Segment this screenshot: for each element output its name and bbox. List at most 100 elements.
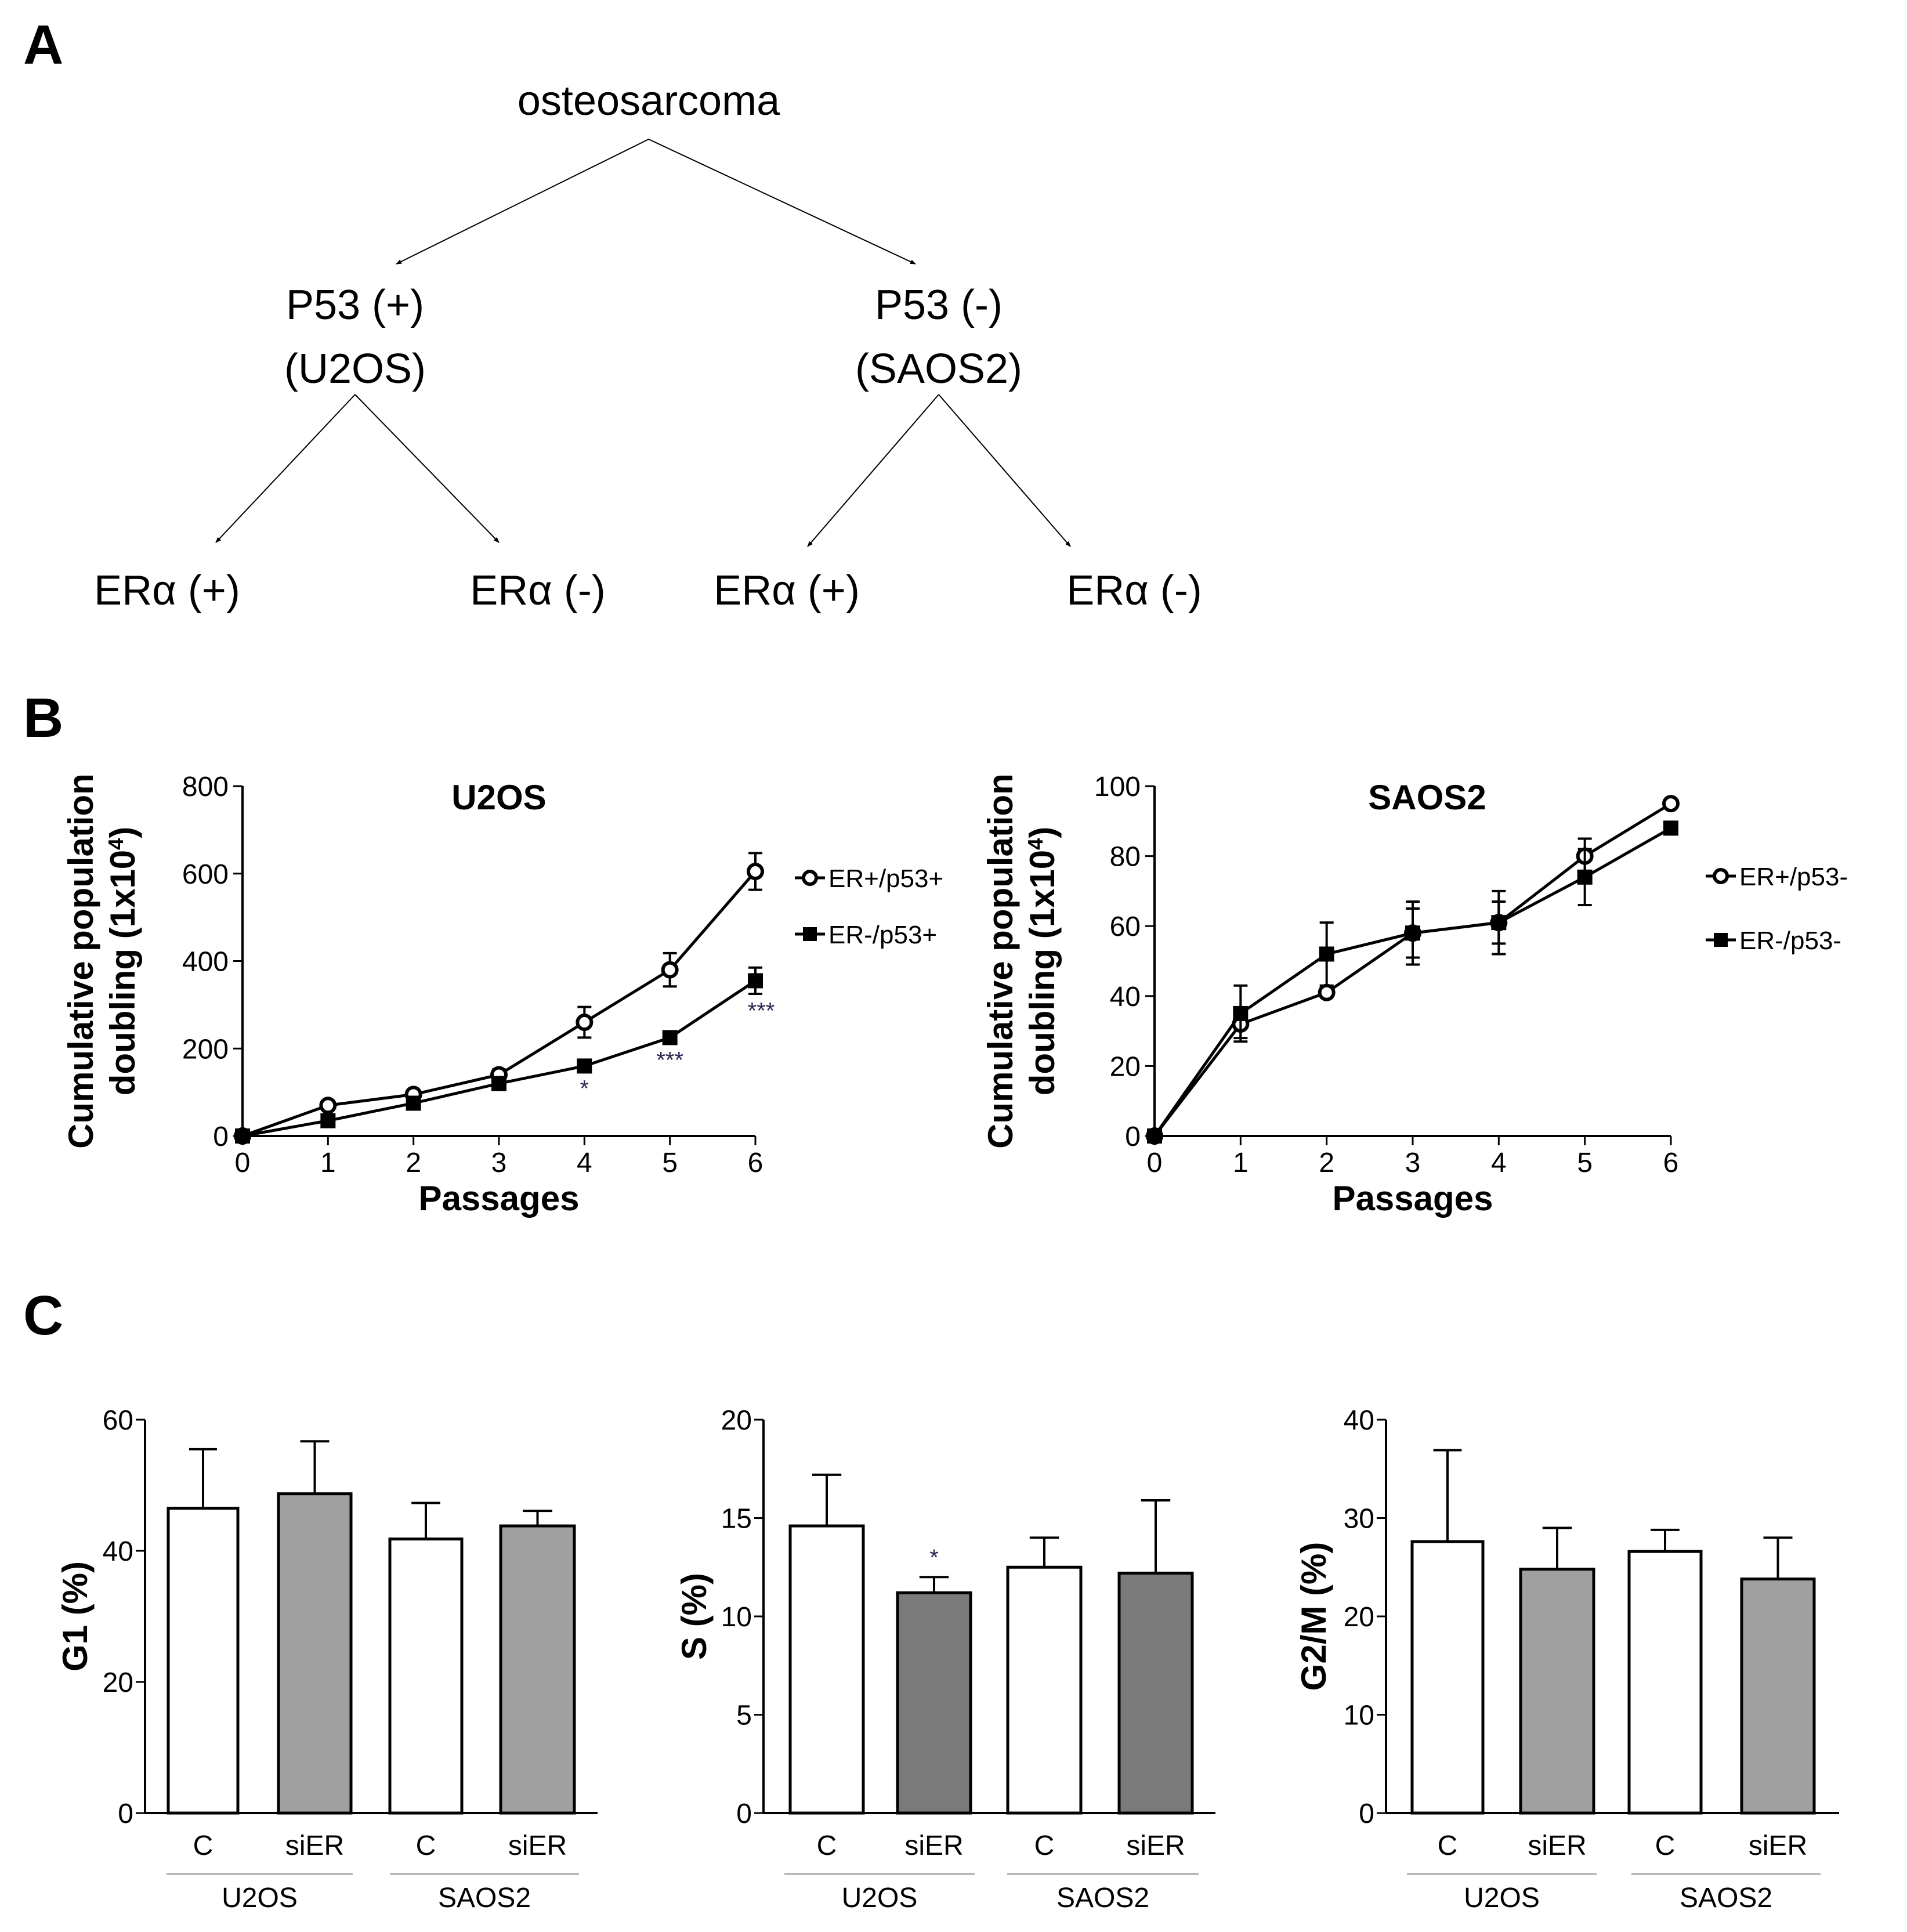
x-tick-label: 2 (406, 1148, 421, 1178)
data-point (1319, 946, 1334, 962)
y-tick-label: 100 (1094, 772, 1141, 802)
tree-leaf-2: ERα (-) (470, 567, 606, 614)
x-tick-label: 6 (748, 1148, 763, 1178)
tree-edge-right-b (938, 394, 1071, 547)
x-tick-label: 0 (235, 1148, 251, 1178)
y-tick-label: 60 (103, 1405, 133, 1436)
data-point (577, 1058, 592, 1074)
tree-diagram: osteosarcoma P53 (+) (U2OS) P53 (-) (SAO… (94, 78, 1202, 614)
category-label: siER (285, 1830, 344, 1861)
data-point (1491, 915, 1507, 931)
y-axis-label: G1 (%) (56, 1561, 95, 1671)
data-point (576, 1014, 594, 1032)
x-tick-label: 5 (1577, 1148, 1593, 1178)
y-tick-label: 30 (1344, 1504, 1374, 1535)
legend-marker (803, 927, 817, 941)
y-axis-label-close: ) (103, 827, 142, 838)
y-tick-label: 20 (103, 1667, 133, 1698)
tree-right-line2: (SAOS2) (855, 346, 1022, 392)
tree-leaf-4: ERα (-) (1066, 567, 1202, 614)
data-point (747, 862, 764, 880)
category-label: C (193, 1830, 214, 1861)
tree-right-line1: P53 (-) (875, 282, 1003, 328)
panel-letter-a: A (23, 14, 63, 76)
x-tick-label: 1 (320, 1148, 336, 1178)
x-tick-label: 3 (1405, 1148, 1421, 1178)
category-label: siER (904, 1830, 963, 1861)
bar (1410, 1540, 1485, 1815)
y-tick-label: 60 (1110, 911, 1141, 942)
y-tick-label: 40 (1344, 1405, 1374, 1436)
legend-label: ER+/p53+ (828, 864, 943, 893)
category-label: siER (1528, 1830, 1586, 1861)
y-axis-label-superscript: 4 (1023, 838, 1047, 850)
category-label: siER (1749, 1830, 1807, 1861)
bar (388, 1537, 464, 1815)
tree-edge-left-a (215, 394, 356, 543)
tree-edge-root-left (396, 139, 649, 265)
data-point (319, 1097, 337, 1115)
y-axis-label-line1: Cumulative population (61, 773, 100, 1149)
bar (896, 1591, 972, 1815)
tree-left-line1: P53 (+) (286, 282, 424, 328)
y-axis-label: Cumulative populationdoubling (1x104) (981, 773, 1062, 1149)
x-axis-label: Passages (1333, 1179, 1493, 1218)
group-label: SAOS2 (1056, 1883, 1149, 1913)
y-axis-label: Cumulative populationdoubling (1x104) (61, 773, 142, 1149)
group-label: U2OS (1464, 1883, 1540, 1913)
category-label: C (1438, 1830, 1458, 1861)
chart-title: U2OS (451, 778, 546, 817)
y-axis-label-close: ) (1023, 827, 1062, 838)
y-tick-label: 5 (736, 1701, 752, 1731)
chart-title: SAOS2 (1368, 778, 1486, 817)
significance-marker: *** (656, 1047, 683, 1073)
x-tick-label: 4 (577, 1148, 592, 1178)
y-tick-label: 0 (118, 1799, 133, 1829)
y-tick-label: 0 (213, 1121, 229, 1152)
significance-marker: * (580, 1076, 589, 1101)
bar (1740, 1578, 1816, 1815)
y-tick-label: 10 (1344, 1701, 1374, 1731)
y-tick-label: 10 (721, 1602, 752, 1633)
tree-edge-right-a (807, 394, 939, 547)
data-point (1318, 983, 1336, 1001)
y-tick-label: 600 (182, 859, 229, 890)
tree-edge-root-right (648, 139, 916, 265)
category-label: siER (1126, 1830, 1185, 1861)
y-tick-label: 800 (182, 772, 229, 802)
y-tick-label: 400 (182, 947, 229, 978)
y-tick-label: 40 (103, 1536, 133, 1567)
panel-letter-b: B (23, 687, 63, 749)
y-axis-label-line2: doubling (1x10 (1023, 850, 1062, 1095)
y-axis-label: S (%) (675, 1573, 714, 1660)
x-tick-label: 1 (1233, 1148, 1249, 1178)
legend-marker (1713, 868, 1729, 884)
group-label: SAOS2 (1680, 1883, 1772, 1913)
tree-leaf-1: ERα (+) (94, 567, 240, 614)
tree-edge-left-b (354, 394, 500, 543)
legend-entry: ER+/p53- (1706, 863, 1848, 891)
y-axis-label-line1: Cumulative population (981, 773, 1020, 1149)
data-point (748, 973, 763, 989)
y-tick-label: 20 (721, 1405, 752, 1436)
data-point (491, 1076, 506, 1091)
legend-entry: ER-/p53+ (795, 921, 937, 949)
saos2-growth-chart: 0 20 40 60 80 100 0 1 2 3 4 5 6 SAOS2 Passages Cumulati… (981, 772, 1848, 1218)
x-tick-label: 6 (1663, 1148, 1679, 1178)
bar (788, 1524, 865, 1815)
x-tick-label: 5 (662, 1148, 678, 1178)
y-tick-label: 80 (1110, 842, 1141, 873)
data-point (235, 1128, 250, 1144)
tree-left-line2: (U2OS) (284, 346, 426, 392)
y-tick-label: 0 (736, 1799, 752, 1829)
legend-label: ER+/p53- (1739, 863, 1848, 891)
significance-marker: *** (748, 998, 775, 1023)
data-point (1233, 1005, 1249, 1021)
x-tick-label: 2 (1319, 1148, 1334, 1178)
tree-root: osteosarcoma (518, 78, 780, 124)
data-point (1405, 925, 1420, 941)
data-point (1577, 869, 1593, 885)
y-tick-label: 15 (721, 1504, 752, 1535)
